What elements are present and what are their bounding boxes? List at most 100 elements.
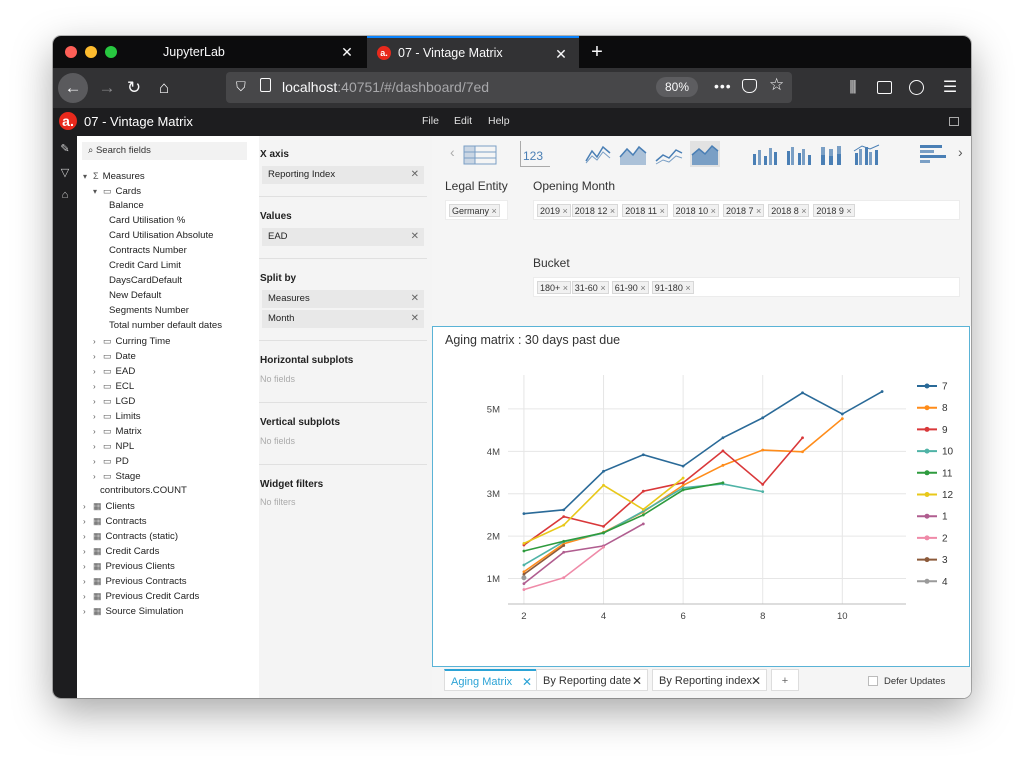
chevron-right-icon[interactable]: › <box>93 412 96 421</box>
remove-tag-icon[interactable]: × <box>753 206 762 216</box>
tree-folder[interactable]: › ▭ ECL <box>93 380 134 393</box>
remove-tag-icon[interactable]: × <box>607 206 616 216</box>
chevron-right-icon[interactable]: › <box>83 502 86 511</box>
browser-tab-jupyterlab[interactable]: JupyterLab ✕ <box>153 36 365 68</box>
x-axis-field-chip[interactable]: Reporting Index ✕ <box>262 166 424 184</box>
reload-icon[interactable]: ↻ <box>126 78 142 97</box>
remove-tag-icon[interactable]: × <box>657 206 665 216</box>
tree-measure-item[interactable]: Contracts Number <box>109 245 187 257</box>
tab-by-reporting-date[interactable]: By Reporting date ✕ <box>536 669 648 691</box>
home-outline-icon[interactable]: ⌂ <box>61 189 69 201</box>
chevron-down-icon[interactable]: ▾ <box>83 172 88 181</box>
tree-folder[interactable]: › ▭ Curring Time <box>93 335 170 348</box>
remove-tag-icon[interactable]: × <box>560 206 568 216</box>
account-icon[interactable] <box>903 75 929 101</box>
tree-measure-item[interactable]: Card Utilisation % <box>109 215 185 227</box>
defer-updates-toggle[interactable]: Defer Updates <box>868 676 945 687</box>
chevron-right-icon[interactable]: › <box>93 427 96 436</box>
legend-label[interactable]: 10 <box>942 447 954 458</box>
tree-table[interactable]: › ▦ Previous Credit Cards <box>83 590 199 603</box>
tree-table[interactable]: › ▦ Previous Clients <box>83 560 175 573</box>
exit-icon[interactable] <box>949 117 959 126</box>
remove-x-icon[interactable]: ✕ <box>410 231 419 242</box>
remove-tag-icon[interactable]: × <box>843 206 852 216</box>
table-icon[interactable] <box>462 141 498 167</box>
minimize-window-icon[interactable] <box>85 46 97 58</box>
vertical-subplots-dropzone[interactable]: No fields <box>260 436 296 446</box>
scroll-right-icon[interactable]: › <box>958 144 963 160</box>
more-actions-icon[interactable]: ••• <box>714 78 732 94</box>
tree-count-measure[interactable]: contributors.COUNT <box>100 485 187 497</box>
tree-measures[interactable]: ▾ Σ Measures <box>83 170 145 183</box>
tree-measure-item[interactable]: Card Utilisation Absolute <box>109 230 214 242</box>
sidebar-toggle-icon[interactable] <box>871 75 897 101</box>
area-chart-icon[interactable] <box>618 141 648 167</box>
chevron-right-icon[interactable]: › <box>93 352 96 361</box>
chevron-right-icon[interactable]: › <box>93 457 96 466</box>
close-window-icon[interactable] <box>65 46 77 58</box>
tree-table[interactable]: › ▦ Contracts <box>83 515 147 528</box>
tree-folder[interactable]: › ▭ Limits <box>93 410 141 423</box>
stacked-line-icon[interactable] <box>654 141 684 167</box>
chevron-right-icon[interactable]: › <box>83 517 86 526</box>
chevron-down-icon[interactable]: ▾ <box>93 187 98 196</box>
filter-tag[interactable]: 2019 × <box>537 204 571 217</box>
close-tab-icon[interactable]: ✕ <box>341 44 353 60</box>
chevron-right-icon[interactable]: › <box>83 532 86 541</box>
close-tab-icon[interactable]: ✕ <box>555 46 567 62</box>
split-by-month-chip[interactable]: Month ✕ <box>262 310 424 328</box>
menu-edit[interactable]: Edit <box>454 115 473 127</box>
filter-tag[interactable]: 2018 9 × <box>813 204 855 217</box>
chevron-right-icon[interactable]: › <box>83 607 86 616</box>
chevron-right-icon[interactable]: › <box>93 382 96 391</box>
search-fields-input[interactable]: ⌕ Search fields <box>82 142 247 160</box>
zoom-level-badge[interactable]: 80% <box>656 77 698 97</box>
tree-folder[interactable]: › ▭ PD <box>93 455 129 468</box>
legal-entity-filter[interactable]: Germany × <box>445 200 508 220</box>
tree-folder-cards[interactable]: ▾ ▭ Cards <box>93 185 141 198</box>
forward-arrow-icon[interactable]: → <box>98 78 116 97</box>
tree-table[interactable]: › ▦ Contracts (static) <box>83 530 178 543</box>
remove-tag-icon[interactable]: × <box>597 283 606 293</box>
filter-tag[interactable]: 2018 8 × <box>768 204 810 217</box>
stacked-bar-icon[interactable] <box>818 141 848 167</box>
maximize-window-icon[interactable] <box>105 46 117 58</box>
line-chart-icon[interactable] <box>584 141 612 167</box>
bar-chart-icon[interactable] <box>750 141 780 167</box>
chevron-right-icon[interactable]: › <box>83 577 86 586</box>
grouped-bar-icon[interactable] <box>784 141 814 167</box>
kpi-icon[interactable]: 123 <box>520 141 550 167</box>
legend-label[interactable]: 11 <box>942 468 953 479</box>
tab-aging-matrix[interactable]: Aging Matrix ✕ <box>444 669 538 691</box>
back-arrow-icon[interactable]: ← <box>58 73 88 103</box>
filter-tag[interactable]: 91-180 × <box>651 281 694 294</box>
horizontal-subplots-dropzone[interactable]: No fields <box>260 374 296 384</box>
filter-tag[interactable]: Germany × <box>449 204 500 217</box>
chevron-right-icon[interactable]: › <box>93 472 96 481</box>
tab-by-reporting-index[interactable]: By Reporting index ✕ <box>652 669 767 691</box>
tree-table[interactable]: › ▦ Clients <box>83 500 135 513</box>
filter-tag[interactable]: 2018 11 × <box>622 204 668 217</box>
legend-label[interactable]: 12 <box>942 490 954 501</box>
chevron-right-icon[interactable]: › <box>83 547 86 556</box>
tree-measure-item[interactable]: Total number default dates <box>109 320 222 332</box>
home-icon[interactable]: ⌂ <box>158 78 170 97</box>
close-tab-icon[interactable]: ✕ <box>521 675 532 689</box>
tree-folder[interactable]: › ▭ LGD <box>93 395 135 408</box>
tree-measure-item[interactable]: DaysCardDefault <box>109 275 182 287</box>
chevron-right-icon[interactable]: › <box>93 397 96 406</box>
tree-measure-item[interactable]: Segments Number <box>109 305 189 317</box>
widget-filters-dropzone[interactable]: No filters <box>260 497 296 507</box>
tree-folder[interactable]: › ▭ Stage <box>93 470 141 483</box>
legend-label[interactable]: 7 <box>942 382 948 393</box>
stacked-area-icon[interactable] <box>690 141 720 167</box>
chart-widget[interactable]: Aging matrix : 30 days past due 1M 2M 3M 4M… <box>432 326 970 667</box>
bookmark-star-icon[interactable]: ☆ <box>769 75 785 94</box>
opening-month-filter[interactable]: 2019 × 2018 12 × 2018 11 × 2018 10 × 2018 7 … <box>533 200 960 220</box>
close-tab-icon[interactable]: ✕ <box>631 674 642 688</box>
bucket-filter[interactable]: 180+ × 31-60 × 61-90 × 91-180 × <box>533 277 960 297</box>
new-tab-icon[interactable]: + <box>591 41 603 63</box>
tree-measure-item[interactable]: Credit Card Limit <box>109 260 181 272</box>
close-tab-icon[interactable]: ✕ <box>750 674 761 688</box>
